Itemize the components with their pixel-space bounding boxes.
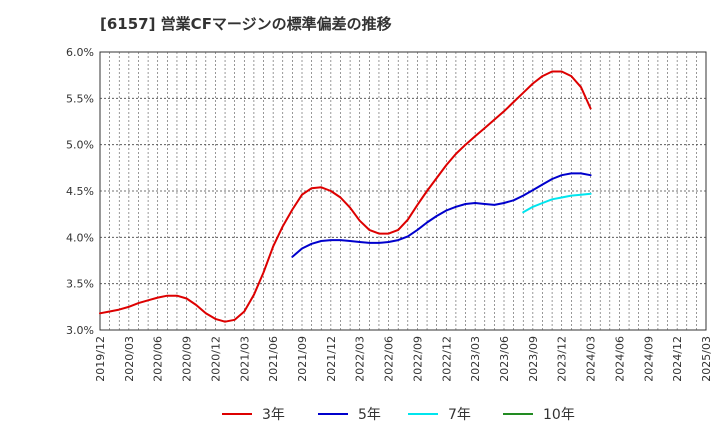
x-tick-label: 2023/03 xyxy=(469,336,482,382)
legend: 3年 5年 7年 10年 xyxy=(222,407,575,423)
y-tick-label: 3.5% xyxy=(66,278,94,291)
x-tick-label: 2023/09 xyxy=(527,336,540,382)
series-lines xyxy=(99,70,592,323)
y-axis-ticks: 3.0% 3.5% 4.0% 4.5% 5.0% 5.5% 6.0% xyxy=(66,46,94,337)
x-tick-label: 2021/12 xyxy=(325,336,338,382)
y-tick-label: 3.0% xyxy=(66,324,94,337)
chart-title: [6157] 営業CFマージンの標準偏差の推移 xyxy=(100,15,392,33)
legend-label-0: 3年 xyxy=(262,407,285,423)
x-tick-label: 2024/06 xyxy=(613,336,626,382)
x-tick-label: 2024/12 xyxy=(671,336,684,382)
legend-label-2: 7年 xyxy=(448,407,471,423)
y-tick-label: 5.5% xyxy=(66,92,94,105)
plot-area xyxy=(99,51,707,331)
x-tick-label: 2022/03 xyxy=(354,336,367,382)
x-tick-label: 2024/03 xyxy=(585,336,598,382)
legend-label-1: 5年 xyxy=(358,407,381,423)
series-line-1 xyxy=(291,172,592,258)
series-line-0 xyxy=(99,70,592,323)
x-tick-label: 2019/12 xyxy=(94,336,107,382)
x-tick-label: 2021/03 xyxy=(238,336,251,382)
y-tick-label: 4.0% xyxy=(66,231,94,244)
x-tick-label: 2020/06 xyxy=(152,336,165,382)
x-tick-label: 2021/09 xyxy=(296,336,309,382)
y-tick-label: 5.0% xyxy=(66,139,94,152)
x-tick-label: 2023/06 xyxy=(498,336,511,382)
x-tick-label: 2022/09 xyxy=(411,336,424,382)
x-tick-label: 2020/09 xyxy=(181,336,194,382)
grid-lines xyxy=(100,52,706,330)
x-tick-label: 2023/12 xyxy=(556,336,569,382)
x-tick-label: 2020/03 xyxy=(123,336,136,382)
series-line-2 xyxy=(522,192,592,214)
x-tick-label: 2022/06 xyxy=(383,336,396,382)
x-axis-ticks: 2019/12 2020/03 2020/06 2020/09 2020/12 2021/… xyxy=(94,336,713,382)
y-tick-label: 4.5% xyxy=(66,185,94,198)
y-tick-label: 6.0% xyxy=(66,46,94,59)
x-tick-label: 2021/06 xyxy=(267,336,280,382)
x-tick-label: 2024/09 xyxy=(642,336,655,382)
x-tick-label: 2020/12 xyxy=(209,336,222,382)
legend-label-3: 10年 xyxy=(543,407,575,423)
x-tick-label: 2025/03 xyxy=(700,336,713,382)
x-tick-label: 2022/12 xyxy=(440,336,453,382)
